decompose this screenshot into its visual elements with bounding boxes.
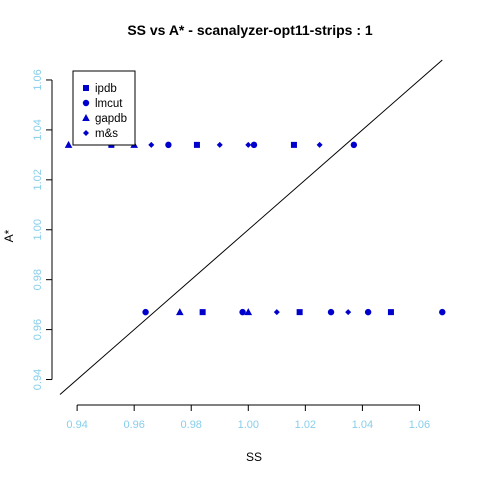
data-point-diamond: [316, 141, 323, 148]
y-axis-label: A*: [2, 229, 16, 242]
y-tick-label: 1.04: [32, 119, 44, 140]
y-ticks: 0.94 0.96 0.98 1.00 1.02 1.04 1.06: [32, 69, 52, 390]
legend-marker-square: [83, 85, 89, 91]
data-point-circle: [364, 308, 372, 316]
data-point-circle: [327, 308, 335, 316]
data-points: [64, 140, 446, 316]
y-tick-label: 0.94: [32, 369, 44, 390]
data-point-circle: [142, 308, 149, 316]
data-point-square: [193, 141, 200, 148]
y-tick-label: 0.96: [32, 319, 44, 340]
data-point-square: [199, 309, 206, 316]
reference-line-group: [59, 59, 443, 395]
data-point-circle: [439, 308, 446, 316]
x-tick-label: 0.96: [123, 419, 144, 431]
data-point-triangle: [64, 140, 73, 148]
chart-title: SS vs A* - scanalyzer-opt11-strips : 1: [127, 22, 373, 38]
x-ticks: 0.94 0.96 0.98 1.00 1.02 1.04 1.06: [66, 405, 430, 431]
legend-label: m&s: [95, 128, 118, 140]
x-tick-label: 0.98: [181, 419, 202, 431]
data-point-triangle: [176, 308, 184, 316]
x-tick-label: 1.00: [238, 419, 259, 431]
y-tick-label: 0.98: [32, 269, 44, 290]
legend-marker-diamond: [83, 130, 89, 136]
x-tick-label: 0.94: [66, 419, 87, 431]
data-point-diamond: [148, 141, 155, 148]
legend: ipdb lmcut gapdb m&s: [72, 70, 136, 146]
reference-line: [59, 59, 443, 395]
data-point-diamond: [216, 141, 223, 148]
y-tick-label: 1.06: [32, 69, 44, 90]
y-tick-label: 1.02: [32, 169, 44, 190]
data-point-diamond: [245, 141, 252, 148]
data-point-circle: [239, 308, 246, 316]
legend-label: lmcut: [95, 98, 123, 110]
data-point-square: [296, 309, 303, 316]
data-point-diamond: [273, 309, 280, 316]
x-axis-label: SS: [246, 450, 262, 464]
data-point-square: [387, 309, 394, 316]
legend-label: gapdb: [95, 113, 127, 125]
data-point-triangle: [244, 308, 253, 316]
x-tick-label: 1.02: [295, 419, 316, 431]
data-point-circle: [165, 141, 172, 149]
legend-marker-triangle: [82, 114, 90, 121]
legend-label: ipdb: [95, 83, 117, 95]
x-tick-label: 1.04: [352, 419, 373, 431]
data-point-square: [290, 141, 297, 148]
y-tick-label: 1.00: [32, 219, 44, 240]
data-point-diamond: [345, 309, 352, 316]
x-tick-label: 1.06: [409, 419, 430, 431]
data-point-circle: [350, 141, 358, 149]
legend-marker-circle: [82, 99, 90, 107]
data-point-circle: [250, 141, 258, 149]
